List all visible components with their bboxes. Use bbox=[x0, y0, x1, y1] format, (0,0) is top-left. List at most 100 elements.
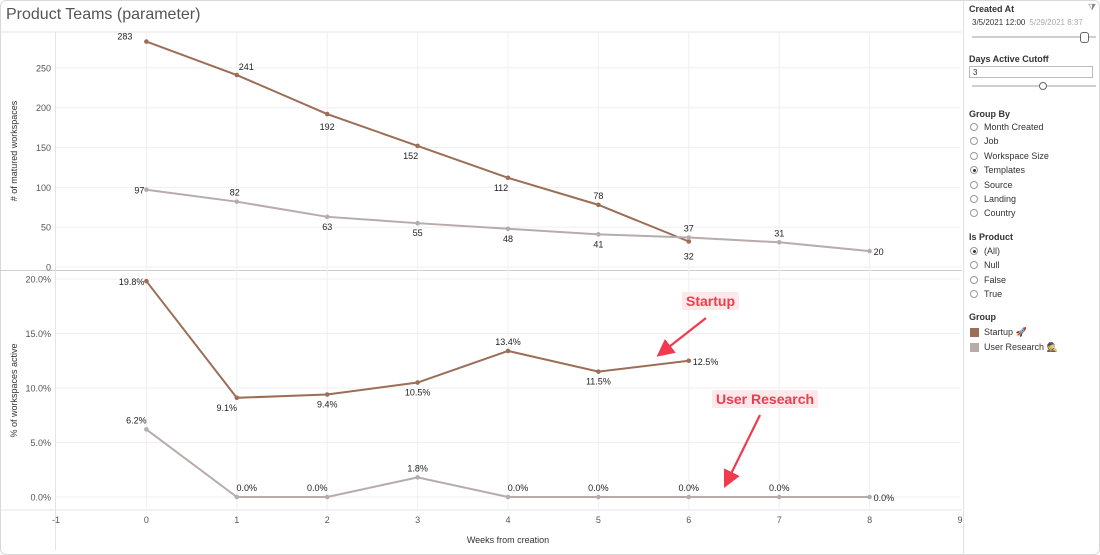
radio-circle[interactable] bbox=[970, 275, 978, 284]
data-label: 1.8% bbox=[407, 463, 428, 473]
data-label: 78 bbox=[593, 191, 603, 201]
annotation-arrow-user-research bbox=[723, 414, 761, 488]
data-label: 63 bbox=[322, 222, 332, 232]
radio-circle[interactable] bbox=[970, 137, 978, 146]
radio-circle[interactable] bbox=[970, 151, 978, 160]
created-at-slider-handle[interactable] bbox=[1079, 32, 1089, 43]
data-point bbox=[596, 494, 601, 500]
annotation-user-research: User Research bbox=[712, 390, 819, 408]
is-product-option[interactable]: Null bbox=[970, 258, 1000, 272]
y-axis-label: % of workspaces active bbox=[9, 343, 19, 437]
radio-circle[interactable] bbox=[970, 180, 978, 189]
filter-icon[interactable]: ⧩ bbox=[1088, 2, 1097, 12]
group-by-option[interactable]: Landing bbox=[970, 192, 1016, 206]
radio-circle[interactable] bbox=[970, 195, 978, 203]
is-product-option[interactable]: False bbox=[970, 273, 1006, 287]
data-label: 0.0% bbox=[874, 493, 895, 503]
data-point bbox=[867, 494, 872, 500]
group-by-option-label: Templates bbox=[984, 165, 1026, 176]
data-label: 192 bbox=[320, 122, 335, 132]
data-label: 0.0% bbox=[588, 483, 609, 493]
group-by-option[interactable]: Country bbox=[970, 206, 1016, 220]
days-active-slider-track[interactable] bbox=[972, 85, 1096, 87]
radio-circle[interactable] bbox=[970, 166, 978, 175]
created-at-end[interactable]: 5/29/2021 8:37 bbox=[1029, 18, 1083, 27]
group-by-title: Group By bbox=[969, 109, 1011, 119]
group-by-option[interactable]: Month Created bbox=[970, 120, 1044, 134]
legend-item[interactable]: User Research 🕵️ bbox=[970, 340, 1058, 354]
y-axis-label: # of matured workspaces bbox=[9, 100, 19, 201]
legend-swatch bbox=[970, 342, 979, 352]
x-tick-label: 1 bbox=[234, 515, 239, 525]
data-point bbox=[324, 111, 330, 117]
data-label: 10.5% bbox=[405, 388, 431, 398]
data-point bbox=[686, 494, 692, 500]
y-tick-label: 200 bbox=[36, 103, 51, 113]
data-label: 20 bbox=[874, 247, 884, 257]
data-point bbox=[686, 239, 692, 244]
x-tick-label: 8 bbox=[867, 515, 872, 525]
is-product-option-label: False bbox=[984, 274, 1007, 285]
data-point bbox=[324, 214, 330, 220]
x-tick-label: 5 bbox=[596, 515, 601, 525]
data-point bbox=[686, 235, 692, 240]
data-point bbox=[144, 187, 149, 193]
data-label: 152 bbox=[403, 151, 418, 161]
group-by-option-label: Country bbox=[984, 208, 1016, 219]
data-point bbox=[234, 72, 240, 78]
x-tick-label: 2 bbox=[325, 515, 330, 525]
group-by-option[interactable]: Job bbox=[970, 134, 999, 148]
data-label: 48 bbox=[503, 234, 513, 244]
data-point bbox=[596, 202, 601, 208]
group-by-option[interactable]: Workspace Size bbox=[970, 149, 1049, 163]
data-label: 41 bbox=[593, 239, 603, 249]
data-point bbox=[324, 392, 330, 397]
data-label: 55 bbox=[413, 228, 423, 238]
data-label: 0.0% bbox=[769, 483, 790, 493]
days-active-slider-handle[interactable] bbox=[1038, 82, 1047, 90]
x-tick-label: 6 bbox=[686, 515, 691, 525]
group-legend-title: Group bbox=[969, 312, 996, 322]
data-point bbox=[596, 232, 601, 237]
group-by-option-label: Workspace Size bbox=[984, 150, 1049, 161]
is-product-option[interactable]: (All) bbox=[970, 244, 1000, 258]
is-product-option-label: True bbox=[984, 289, 1003, 300]
data-label: 11.5% bbox=[586, 377, 611, 387]
radio-circle[interactable] bbox=[970, 209, 978, 218]
data-point bbox=[144, 39, 149, 44]
y-tick-label: 250 bbox=[36, 63, 51, 73]
group-by-option[interactable]: Source bbox=[970, 178, 1013, 192]
group-by-option[interactable]: Templates bbox=[970, 163, 1025, 177]
data-label: 6.2% bbox=[126, 415, 147, 425]
created-at-title: Created At bbox=[969, 4, 1015, 14]
data-point bbox=[505, 226, 511, 232]
data-label: 32 bbox=[684, 252, 694, 262]
y-tick-label: 50 bbox=[41, 223, 51, 233]
created-at-start[interactable]: 3/5/2021 12:00 bbox=[972, 18, 1026, 27]
data-label: 112 bbox=[494, 183, 508, 193]
data-label: 0.0% bbox=[237, 483, 258, 493]
data-point bbox=[415, 380, 420, 385]
y-tick-label: 20.0% bbox=[25, 275, 51, 285]
radio-circle[interactable] bbox=[970, 247, 978, 255]
x-tick-label: 4 bbox=[505, 515, 510, 525]
y-tick-label: 100 bbox=[36, 183, 51, 193]
is-product-option[interactable]: True bbox=[970, 287, 1002, 301]
data-point bbox=[415, 475, 420, 480]
radio-circle[interactable] bbox=[970, 261, 978, 270]
data-label: 97 bbox=[134, 186, 144, 196]
group-by-option-label: Landing bbox=[984, 194, 1017, 204]
legend-label: User Research 🕵️ bbox=[984, 341, 1058, 352]
data-point bbox=[505, 348, 511, 354]
data-point bbox=[144, 427, 149, 432]
created-at-slider-track[interactable] bbox=[972, 36, 1096, 38]
x-tick-label: 9 bbox=[957, 515, 962, 525]
days-active-input[interactable]: 3 bbox=[969, 66, 1093, 78]
radio-circle[interactable] bbox=[970, 290, 978, 299]
x-tick-label: 0 bbox=[144, 515, 149, 525]
radio-circle[interactable] bbox=[970, 123, 978, 131]
data-label: 82 bbox=[230, 188, 240, 198]
y-tick-label: 5.0% bbox=[30, 438, 51, 448]
legend-item[interactable]: Startup 🚀 bbox=[970, 325, 1027, 339]
